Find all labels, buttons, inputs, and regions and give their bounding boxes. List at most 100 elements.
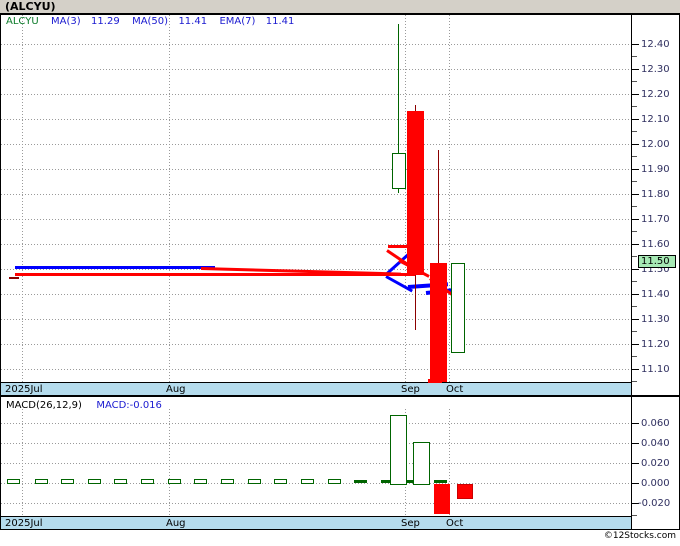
- gridline-v: [169, 409, 170, 515]
- macd-bar: [141, 479, 154, 484]
- macd-bar: [248, 479, 261, 484]
- price-tick-label: 11.30: [641, 314, 670, 325]
- gridline-h: [1, 219, 631, 220]
- gridline-h: [1, 294, 631, 295]
- gridline-h: [1, 463, 631, 464]
- gridline-h: [1, 443, 631, 444]
- gridline-h: [1, 344, 631, 345]
- gridline-h: [1, 194, 631, 195]
- price-tick-label: 11.90: [641, 164, 670, 175]
- macd-bar: [168, 479, 181, 484]
- price-tick-label: 11.70: [641, 214, 670, 225]
- price-tick-label: 11.40: [641, 289, 670, 300]
- legend-ma50-value: 11.41: [178, 16, 208, 27]
- macd-value-label: MACD:-0.016: [96, 400, 162, 411]
- macd-bar: [434, 480, 447, 483]
- macd-plot-area: [1, 409, 631, 515]
- macd-tick-label: -0.020: [638, 498, 671, 509]
- legend-ma3-value: 11.29: [91, 16, 120, 27]
- gridline-v: [22, 409, 23, 515]
- ma50-line: [15, 266, 215, 269]
- macd-axis-line: [631, 397, 632, 530]
- price-tick-label: 11.60: [641, 239, 670, 250]
- date-label: Oct: [446, 518, 464, 529]
- gridline-h: [1, 144, 631, 145]
- candle-body: [407, 111, 424, 275]
- macd-tick-label: 0.020: [641, 458, 670, 469]
- ma3-line: [15, 273, 415, 276]
- macd-bar: [274, 479, 287, 484]
- macd-bar: [88, 479, 101, 484]
- price-axis-line: [631, 15, 632, 396]
- ma3-line: [388, 245, 412, 248]
- macd-tick-label: 0.060: [641, 418, 670, 429]
- macd-bar: [413, 442, 430, 485]
- macd-bar: [390, 415, 407, 485]
- macd-bar: [434, 484, 450, 514]
- legend-symbol: ALCYU: [6, 16, 39, 27]
- ma50-line: [385, 275, 413, 293]
- legend-ema7-label: EMA(7): [219, 16, 256, 27]
- candle-body: [392, 153, 406, 189]
- macd-indicator-label: MACD(26,12,9): [6, 400, 82, 411]
- gridline-h: [1, 319, 631, 320]
- macd-bar: [457, 484, 473, 499]
- gridline-v: [169, 15, 170, 383]
- candle-wick: [438, 150, 439, 272]
- gridline-h: [1, 369, 631, 370]
- ema7-line: [9, 277, 19, 279]
- gridline-h: [1, 483, 631, 484]
- date-label: Sep: [401, 518, 420, 529]
- gridline-v: [449, 15, 450, 383]
- gridline-h: [1, 119, 631, 120]
- macd-bar: [221, 479, 234, 484]
- price-tick-label: 12.20: [641, 89, 670, 100]
- gridline-h: [1, 244, 631, 245]
- macd-bar: [301, 479, 314, 484]
- gridline-h: [1, 423, 631, 424]
- current-date-marker: [428, 379, 442, 383]
- price-tick-label: 12.40: [641, 39, 670, 50]
- macd-bar: [61, 479, 74, 484]
- macd-date-axis: 2025Jul Aug Sep Oct: [1, 516, 631, 529]
- macd-bar: [354, 480, 367, 483]
- gridline-h: [1, 69, 631, 70]
- gridline-v: [449, 409, 450, 515]
- current-price-badge: 11.50: [638, 255, 676, 268]
- window-title-bar: (ALCYU): [0, 0, 680, 14]
- candle-body: [430, 263, 447, 383]
- macd-bar: [194, 479, 207, 484]
- macd-tick-label: 0.000: [641, 478, 670, 489]
- price-tick-label: 11.50: [641, 264, 670, 275]
- price-panel: [0, 14, 680, 396]
- macd-bar: [114, 479, 127, 484]
- date-label: Aug: [166, 384, 186, 395]
- date-label: 2025Jul: [5, 384, 43, 395]
- candle-wick: [398, 24, 399, 193]
- macd-legend: MACD(26,12,9) MACD:-0.016: [6, 400, 162, 411]
- price-legend: ALCYU MA(3) 11.29 MA(50) 11.41 EMA(7) 11…: [6, 16, 294, 27]
- price-tick-label: 12.00: [641, 139, 670, 150]
- gridline-h: [1, 169, 631, 170]
- date-label: Aug: [166, 518, 186, 529]
- macd-bar: [328, 479, 341, 484]
- legend-ma3-label: MA(3): [51, 16, 81, 27]
- legend-ma50-label: MA(50): [132, 16, 169, 27]
- macd-bar: [35, 479, 48, 484]
- gridline-v: [22, 15, 23, 383]
- gridline-h: [1, 44, 631, 45]
- gridline-h: [1, 94, 631, 95]
- copyright-label: ©12Stocks.com: [603, 531, 676, 541]
- window-title: (ALCYU): [5, 0, 56, 13]
- macd-tick-label: 0.040: [641, 438, 670, 449]
- legend-ema7-value: 11.41: [265, 16, 295, 27]
- price-tick-label: 11.10: [641, 364, 670, 375]
- price-tick-label: 12.10: [641, 114, 670, 125]
- date-label: Sep: [401, 384, 420, 395]
- price-date-axis: 2025Jul Aug Sep Oct: [1, 379, 631, 395]
- price-tick-label: 12.30: [641, 64, 670, 75]
- price-tick-label: 11.80: [641, 189, 670, 200]
- date-label: Oct: [446, 384, 464, 395]
- date-label: 2025Jul: [5, 518, 43, 529]
